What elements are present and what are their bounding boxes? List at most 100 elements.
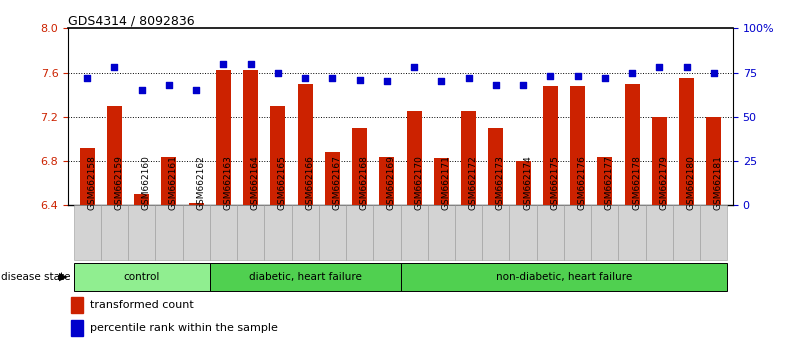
Text: GSM662170: GSM662170	[414, 155, 423, 210]
Bar	[134, 194, 149, 205]
Text: GSM662158: GSM662158	[87, 155, 96, 210]
Text: GDS4314 / 8092836: GDS4314 / 8092836	[68, 14, 195, 27]
Point	[108, 64, 121, 70]
Text: transformed count: transformed count	[90, 300, 194, 310]
Bar	[434, 158, 449, 205]
Point	[517, 82, 529, 88]
Bar	[618, 205, 646, 260]
Point	[571, 73, 584, 79]
Text: non-diabetic, heart failure: non-diabetic, heart failure	[496, 272, 632, 282]
Bar	[210, 205, 237, 260]
Point	[326, 75, 339, 81]
Bar	[400, 205, 428, 260]
Bar	[373, 205, 400, 260]
Point	[435, 79, 448, 84]
Point	[272, 70, 284, 75]
Point	[653, 64, 666, 70]
Text: GSM662162: GSM662162	[196, 155, 205, 210]
Bar	[564, 205, 591, 260]
Bar	[101, 205, 128, 260]
Point	[544, 73, 557, 79]
Bar	[74, 205, 101, 260]
Text: ▶: ▶	[58, 272, 67, 282]
Text: GSM662166: GSM662166	[305, 155, 314, 210]
Point	[380, 79, 393, 84]
Bar	[271, 106, 285, 205]
Text: GSM662169: GSM662169	[387, 155, 396, 210]
Text: GSM662168: GSM662168	[360, 155, 368, 210]
Point	[135, 87, 148, 93]
Bar	[155, 205, 183, 260]
Bar	[461, 111, 476, 205]
Point	[462, 75, 475, 81]
Bar	[516, 161, 530, 205]
Bar	[298, 84, 312, 205]
Text: GSM662177: GSM662177	[605, 155, 614, 210]
Text: GSM662173: GSM662173	[496, 155, 505, 210]
Bar	[74, 263, 210, 291]
Text: GSM662160: GSM662160	[142, 155, 151, 210]
Bar	[509, 205, 537, 260]
Point	[707, 70, 720, 75]
Bar	[79, 148, 95, 205]
Text: GSM662178: GSM662178	[632, 155, 641, 210]
Bar	[706, 117, 722, 205]
Point	[489, 82, 502, 88]
Point	[680, 64, 693, 70]
Bar	[183, 205, 210, 260]
Point	[217, 61, 230, 67]
Bar	[543, 86, 557, 205]
Bar	[237, 205, 264, 260]
Point	[81, 75, 94, 81]
Bar	[325, 152, 340, 205]
Bar	[700, 205, 727, 260]
Bar	[537, 205, 564, 260]
Point	[598, 75, 611, 81]
Text: GSM662165: GSM662165	[278, 155, 287, 210]
Bar	[625, 84, 639, 205]
Text: GSM662181: GSM662181	[714, 155, 723, 210]
Bar	[455, 205, 482, 260]
Text: GSM662175: GSM662175	[550, 155, 559, 210]
Point	[626, 70, 638, 75]
Text: GSM662179: GSM662179	[659, 155, 668, 210]
Bar	[352, 128, 367, 205]
Bar	[400, 263, 727, 291]
Bar	[189, 203, 203, 205]
Bar	[107, 106, 122, 205]
Text: GSM662180: GSM662180	[686, 155, 695, 210]
Bar	[71, 297, 83, 313]
Point	[163, 82, 175, 88]
Text: disease state: disease state	[1, 272, 70, 282]
Bar	[162, 156, 176, 205]
Text: GSM662163: GSM662163	[223, 155, 232, 210]
Text: control: control	[123, 272, 160, 282]
Point	[190, 87, 203, 93]
Bar	[216, 70, 231, 205]
Bar	[319, 205, 346, 260]
Bar	[346, 205, 373, 260]
Bar	[264, 205, 292, 260]
Bar	[428, 205, 455, 260]
Bar	[591, 205, 618, 260]
Point	[408, 64, 421, 70]
Text: GSM662174: GSM662174	[523, 155, 532, 210]
Bar	[210, 263, 400, 291]
Text: GSM662167: GSM662167	[332, 155, 341, 210]
Point	[299, 75, 312, 81]
Text: GSM662159: GSM662159	[115, 155, 123, 210]
Bar	[673, 205, 700, 260]
Text: percentile rank within the sample: percentile rank within the sample	[90, 323, 278, 333]
Bar	[646, 205, 673, 260]
Bar	[380, 156, 394, 205]
Bar	[652, 117, 667, 205]
Text: GSM662171: GSM662171	[441, 155, 450, 210]
Text: GSM662161: GSM662161	[169, 155, 178, 210]
Bar	[679, 78, 694, 205]
Text: GSM662164: GSM662164	[251, 155, 260, 210]
Bar	[598, 156, 612, 205]
Bar	[71, 320, 83, 336]
Bar	[407, 111, 421, 205]
Point	[244, 61, 257, 67]
Text: GSM662176: GSM662176	[578, 155, 586, 210]
